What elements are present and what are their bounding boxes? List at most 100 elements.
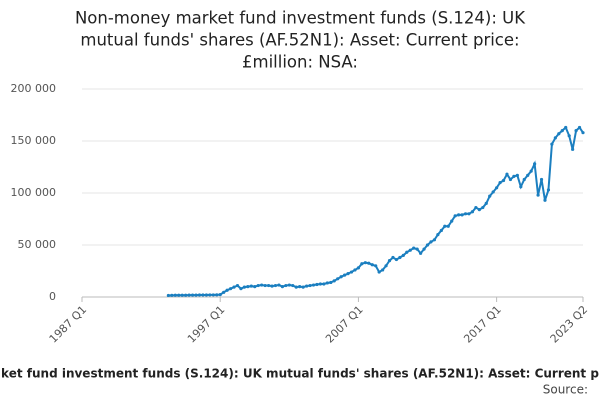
series-line bbox=[168, 125, 584, 297]
data-point bbox=[363, 261, 367, 265]
data-point bbox=[308, 283, 312, 288]
data-point bbox=[266, 283, 271, 288]
data-point bbox=[419, 251, 423, 255]
data-point bbox=[194, 293, 198, 297]
data-point bbox=[405, 250, 409, 254]
data-point bbox=[519, 185, 523, 189]
data-point bbox=[204, 293, 208, 297]
data-point bbox=[346, 272, 350, 276]
data-point bbox=[336, 277, 340, 281]
data-point bbox=[222, 290, 226, 294]
data-point bbox=[460, 213, 464, 217]
data-point bbox=[197, 293, 202, 297]
data-point bbox=[342, 273, 347, 277]
data-point bbox=[550, 142, 554, 146]
data-point bbox=[239, 287, 243, 291]
data-point bbox=[253, 285, 257, 289]
data-point bbox=[315, 282, 319, 287]
x-tick-label: 2007 Q1 bbox=[323, 303, 366, 346]
data-point bbox=[394, 257, 399, 262]
y-tick-label: 150 000 bbox=[11, 134, 57, 147]
data-point bbox=[391, 255, 395, 260]
data-point bbox=[370, 263, 374, 267]
data-point bbox=[515, 173, 519, 177]
data-point bbox=[432, 238, 437, 242]
data-point bbox=[301, 285, 305, 289]
data-point bbox=[166, 293, 170, 298]
data-point bbox=[173, 293, 177, 297]
data-point bbox=[415, 247, 419, 251]
data-point bbox=[425, 243, 430, 247]
data-point bbox=[353, 268, 357, 272]
data-point bbox=[564, 125, 568, 130]
data-point bbox=[446, 224, 450, 228]
data-point bbox=[249, 284, 253, 288]
data-point bbox=[467, 212, 471, 216]
source: Source: bbox=[543, 383, 588, 397]
data-point bbox=[218, 293, 222, 297]
data-point bbox=[526, 173, 530, 177]
data-point bbox=[574, 129, 578, 133]
data-point bbox=[325, 281, 329, 285]
data-point bbox=[457, 213, 461, 217]
data-point bbox=[360, 262, 364, 266]
data-point bbox=[187, 293, 191, 297]
data-point bbox=[246, 285, 250, 289]
data-point bbox=[225, 288, 229, 292]
data-point bbox=[211, 293, 215, 297]
data-point bbox=[443, 224, 447, 228]
x-tick-label: 2017 Q1 bbox=[461, 303, 504, 346]
data-point bbox=[567, 134, 571, 138]
data-point bbox=[270, 284, 274, 288]
data-point bbox=[232, 285, 236, 289]
data-point bbox=[512, 174, 516, 178]
data-point bbox=[474, 205, 478, 210]
data-point bbox=[439, 228, 443, 233]
data-point bbox=[349, 270, 354, 274]
y-tick-label: 100 000 bbox=[11, 186, 57, 199]
x-tick-label: 2023 Q2 bbox=[548, 303, 591, 346]
data-point bbox=[318, 282, 323, 286]
data-point bbox=[291, 283, 295, 288]
data-point bbox=[560, 129, 564, 133]
data-point bbox=[533, 162, 537, 166]
y-tick-label: 0 bbox=[49, 290, 56, 303]
data-point bbox=[180, 293, 184, 297]
data-point bbox=[501, 178, 506, 183]
data-point bbox=[256, 283, 260, 288]
data-point bbox=[356, 266, 361, 270]
data-point bbox=[190, 293, 195, 297]
data-point bbox=[495, 186, 499, 190]
data-point bbox=[470, 210, 475, 214]
data-point bbox=[177, 293, 181, 297]
data-point bbox=[553, 136, 557, 140]
data-point bbox=[377, 270, 381, 274]
data-point bbox=[546, 188, 551, 192]
data-point bbox=[215, 293, 219, 297]
data-point bbox=[228, 287, 233, 291]
data-point bbox=[367, 261, 371, 265]
data-point bbox=[273, 283, 278, 288]
data-point bbox=[374, 264, 378, 268]
data-point bbox=[505, 172, 509, 176]
chart-title: Non-money market fund investment funds (… bbox=[75, 9, 526, 28]
data-point bbox=[557, 132, 561, 136]
data-point bbox=[408, 248, 412, 252]
data-point bbox=[398, 255, 402, 260]
data-point bbox=[387, 259, 392, 263]
data-point bbox=[412, 246, 416, 250]
data-point bbox=[463, 212, 468, 216]
data-point bbox=[453, 214, 457, 218]
data-point bbox=[294, 285, 298, 289]
data-point bbox=[429, 240, 433, 244]
x-tick-label: 1997 Q1 bbox=[185, 303, 228, 346]
data-point bbox=[536, 193, 540, 197]
data-point bbox=[170, 293, 174, 297]
data-point bbox=[577, 125, 582, 130]
data-point bbox=[543, 198, 547, 202]
data-point bbox=[329, 280, 333, 285]
data-point bbox=[322, 282, 326, 286]
data-point bbox=[450, 219, 454, 223]
data-point bbox=[484, 201, 488, 205]
y-tick-label: 50 000 bbox=[18, 238, 57, 251]
